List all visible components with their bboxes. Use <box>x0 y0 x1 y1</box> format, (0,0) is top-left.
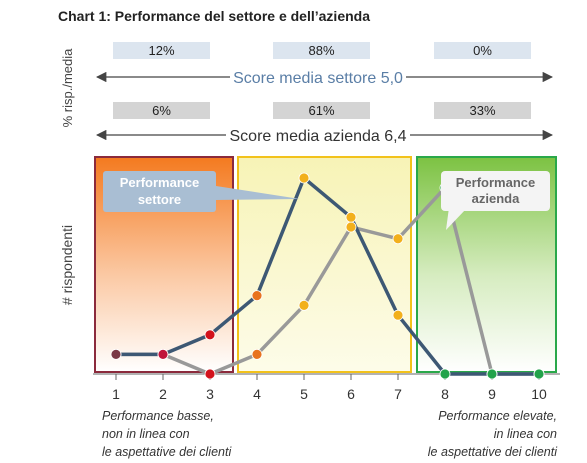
top-y-axis-label: % risp./media <box>60 48 75 128</box>
score-azienda-label: Score media azienda 6,4 <box>230 128 407 145</box>
caption-low-line1: Performance basse, <box>102 409 214 423</box>
pct-settore-high: 0% <box>473 43 492 58</box>
pct-settore-mid: 88% <box>308 43 334 58</box>
point-settore-4 <box>251 290 263 302</box>
x-tick-label-6: 6 <box>347 386 355 402</box>
callout-azienda-line1: Performance <box>456 175 535 190</box>
caption-high-line1: Performance elevate, <box>438 409 557 423</box>
point-settore-7 <box>392 309 404 321</box>
point-settore-6 <box>345 211 357 223</box>
caption-low-line2: non in linea con <box>102 427 190 441</box>
point-azienda-7 <box>392 233 404 245</box>
pct-azienda-high-pill <box>434 102 531 119</box>
callout-settore-line1: Performance <box>120 175 199 190</box>
callout-settore: Performance settore <box>103 171 300 212</box>
pct-azienda-mid-pill <box>273 102 370 119</box>
callout-azienda-line2: azienda <box>472 191 520 206</box>
x-tick-label-7: 7 <box>394 386 402 402</box>
pct-settore-high-pill <box>434 42 531 59</box>
callout-settore-line2: settore <box>138 192 181 207</box>
x-tick-label-4: 4 <box>253 386 261 402</box>
callout-azienda: Performance azienda <box>441 171 550 230</box>
point-settore-2 <box>157 348 169 360</box>
point-settore-5 <box>298 172 310 184</box>
point-settore-8 <box>439 368 451 380</box>
x-tick-label-10: 10 <box>531 386 547 402</box>
point-settore-1 <box>110 348 122 360</box>
point-azienda-3 <box>204 368 216 380</box>
x-tick-label-9: 9 <box>488 386 496 402</box>
pct-settore-mid-pill <box>273 42 370 59</box>
score-settore-bg <box>230 67 406 87</box>
pct-azienda-low-pill <box>113 102 210 119</box>
series-line-azienda <box>116 186 539 376</box>
callout-azienda-box <box>441 171 550 211</box>
callout-settore-box <box>103 171 216 212</box>
pct-azienda-high: 33% <box>469 103 495 118</box>
score-azienda-bg <box>226 125 410 145</box>
score-settore-label: Score media settore 5,0 <box>233 70 403 87</box>
pct-settore-low: 12% <box>148 43 174 58</box>
callout-settore-pointer <box>216 186 300 200</box>
pct-azienda-row: 6% 61% 33% <box>113 102 531 119</box>
point-azienda-6 <box>345 221 357 233</box>
pct-azienda-mid: 61% <box>308 103 334 118</box>
caption-low: Performance basse, non in linea con le a… <box>102 409 232 459</box>
y-axis-label: # rispondenti <box>59 225 75 305</box>
x-ticks: 1 2 3 4 5 6 7 8 9 10 <box>112 374 547 402</box>
pct-settore-row: 12% 88% 0% <box>113 42 531 59</box>
caption-low-line3: le aspettative dei clienti <box>102 445 232 459</box>
point-settore-9 <box>486 368 498 380</box>
point-azienda-5 <box>298 299 310 311</box>
x-tick-label-8: 8 <box>441 386 449 402</box>
pct-settore-low-pill <box>113 42 210 59</box>
x-tick-label-1: 1 <box>112 386 120 402</box>
pct-azienda-low: 6% <box>152 103 171 118</box>
caption-high-line3: le aspettative dei clienti <box>428 445 558 459</box>
point-settore-3 <box>204 329 216 341</box>
x-tick-label-5: 5 <box>300 386 308 402</box>
series-line-settore <box>116 176 539 376</box>
x-tick-label-2: 2 <box>159 386 167 402</box>
x-tick-label-3: 3 <box>206 386 214 402</box>
caption-high-line2: in linea con <box>494 427 557 441</box>
caption-high: Performance elevate, in linea con le asp… <box>428 409 558 459</box>
point-azienda-4 <box>251 348 263 360</box>
point-settore-10 <box>533 368 545 380</box>
chart-title: Chart 1: Performance del settore e dell’… <box>58 8 370 24</box>
band-mid <box>237 156 412 373</box>
